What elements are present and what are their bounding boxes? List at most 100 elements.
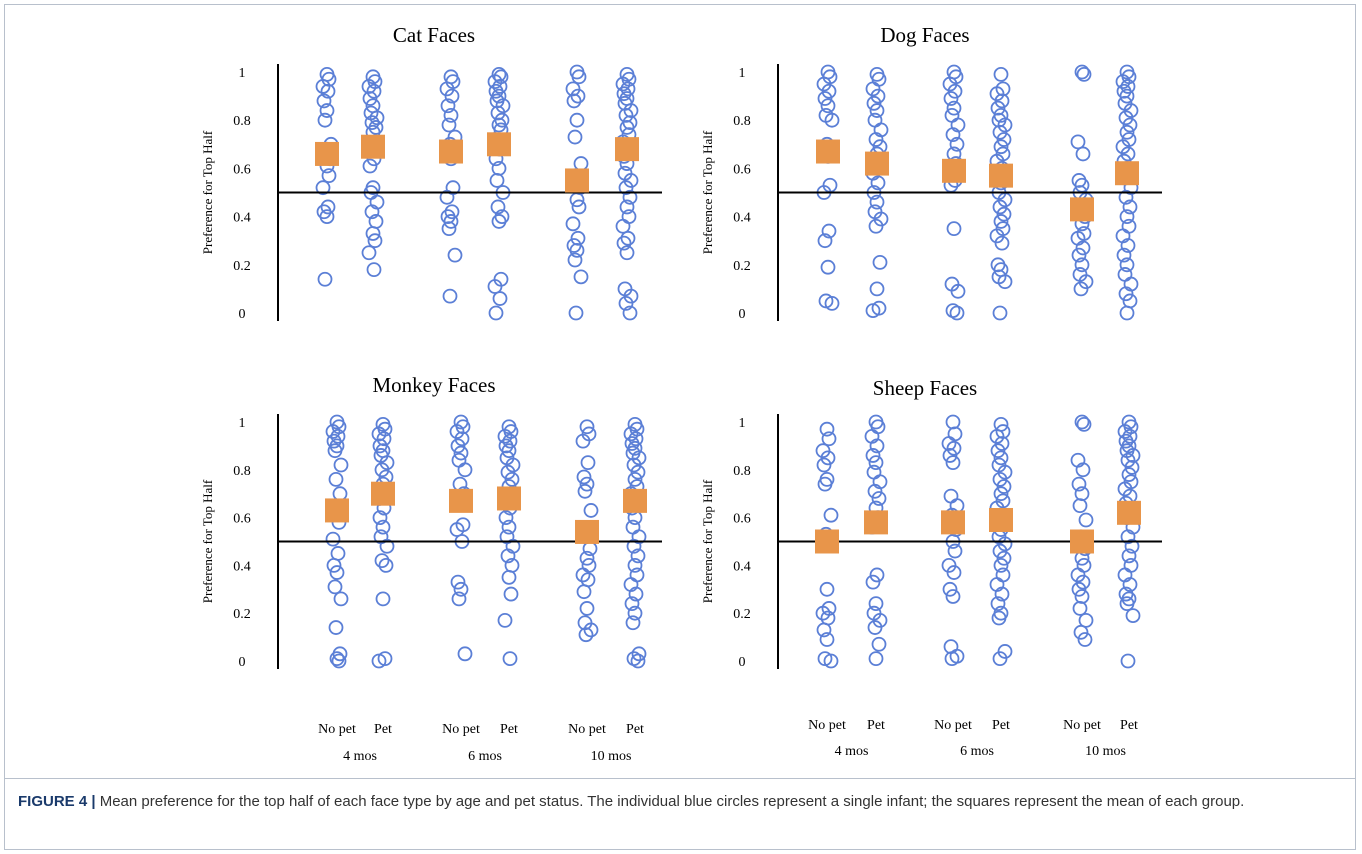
data-point <box>942 581 958 597</box>
y-axis-label: Preference for Top Half <box>700 130 715 254</box>
mean-marker <box>1115 161 1139 186</box>
data-point <box>576 584 592 600</box>
data-point <box>487 74 503 90</box>
data-point <box>1072 601 1088 616</box>
y-tick-label: 0.4 <box>733 559 751 574</box>
data-point <box>450 438 466 454</box>
y-tick-label: 0.6 <box>733 162 751 177</box>
data-point <box>992 543 1008 559</box>
data-point <box>379 538 395 554</box>
y-tick-label: 0.2 <box>733 607 751 622</box>
data-point <box>1117 424 1133 439</box>
data-point <box>498 510 514 525</box>
y-tick-label: 0.8 <box>233 464 251 479</box>
data-point <box>453 445 469 461</box>
data-point <box>1118 189 1134 205</box>
x-pet-label: Pet <box>867 718 885 733</box>
mean-marker <box>575 519 599 544</box>
data-point <box>579 601 595 616</box>
data-point <box>490 199 506 215</box>
data-point <box>865 303 881 318</box>
data-point <box>867 620 883 635</box>
data-point <box>871 636 887 652</box>
data-point <box>626 457 642 473</box>
x-pet-label: Pet <box>626 722 644 737</box>
y-axis-label: Preference for Top Half <box>700 479 715 603</box>
y-tick-label: 1 <box>239 416 246 431</box>
data-point <box>1071 581 1087 597</box>
data-point <box>454 431 470 447</box>
data-point <box>947 83 963 99</box>
data-point <box>620 81 636 97</box>
data-point <box>570 88 586 104</box>
y-tick-label: 0.8 <box>233 114 251 129</box>
data-point <box>328 471 344 487</box>
data-point <box>1076 67 1092 82</box>
panel-cat-faces: Cat Faces Preference for Top Half 0 0.2 0.4 0… <box>200 23 662 322</box>
data-point <box>824 112 840 128</box>
data-point <box>993 450 1009 466</box>
data-point <box>1125 448 1141 463</box>
data-point <box>1124 538 1140 554</box>
data-point <box>996 550 1012 566</box>
data-point <box>627 558 643 573</box>
group-pet-4-mos <box>371 416 395 669</box>
data-point <box>500 548 516 564</box>
data-point <box>868 218 884 234</box>
data-point <box>866 464 882 480</box>
data-point <box>497 612 513 628</box>
mean-marker <box>1070 529 1094 554</box>
y-axis-label: Preference for Top Half <box>200 130 215 254</box>
x-pet-label: No pet <box>318 722 356 737</box>
data-point <box>997 274 1013 290</box>
data-point <box>994 93 1010 109</box>
data-point <box>439 189 455 205</box>
data-point <box>362 91 378 106</box>
data-point <box>569 112 585 128</box>
data-point <box>993 139 1009 155</box>
data-point <box>580 455 596 471</box>
data-point <box>330 546 346 561</box>
data-point <box>872 254 888 270</box>
data-point <box>1124 460 1140 475</box>
y-tick-label: 0.4 <box>233 559 251 574</box>
data-point <box>947 543 963 559</box>
data-point <box>327 579 343 595</box>
data-point <box>443 107 459 123</box>
data-point <box>816 457 832 473</box>
data-point <box>871 71 887 87</box>
data-point <box>1122 577 1138 592</box>
panel-title: Sheep Faces <box>873 376 977 400</box>
data-point <box>946 565 962 580</box>
mean-marker <box>989 163 1013 188</box>
data-point <box>992 651 1008 667</box>
y-tick-label: 0.4 <box>233 211 251 226</box>
group-pet-6-mos <box>989 416 1013 667</box>
data-point <box>489 173 505 188</box>
mean-marker <box>1070 197 1094 222</box>
data-point <box>946 100 962 116</box>
data-point <box>361 245 377 261</box>
x-age-label: 10 mos <box>591 749 632 764</box>
y-tick-label: 0.6 <box>233 162 251 177</box>
data-point <box>447 247 463 263</box>
data-point <box>576 469 592 485</box>
data-point <box>578 627 594 643</box>
data-point <box>1119 88 1135 104</box>
y-tick-label: 0.6 <box>233 512 251 527</box>
data-point <box>625 615 641 631</box>
y-tick-label: 0.8 <box>733 114 751 129</box>
group-pet-10-mos <box>1117 414 1141 669</box>
data-point <box>946 440 962 456</box>
data-point <box>624 596 640 612</box>
data-point <box>949 136 965 152</box>
mean-marker <box>1117 500 1141 525</box>
data-point <box>579 550 595 566</box>
x-age-label: 6 mos <box>468 749 502 764</box>
data-point <box>628 431 644 447</box>
y-tick-label: 0.2 <box>233 607 251 622</box>
data-point <box>1072 498 1088 514</box>
mean-marker <box>815 529 839 554</box>
data-point <box>817 233 833 249</box>
data-point <box>317 271 333 287</box>
